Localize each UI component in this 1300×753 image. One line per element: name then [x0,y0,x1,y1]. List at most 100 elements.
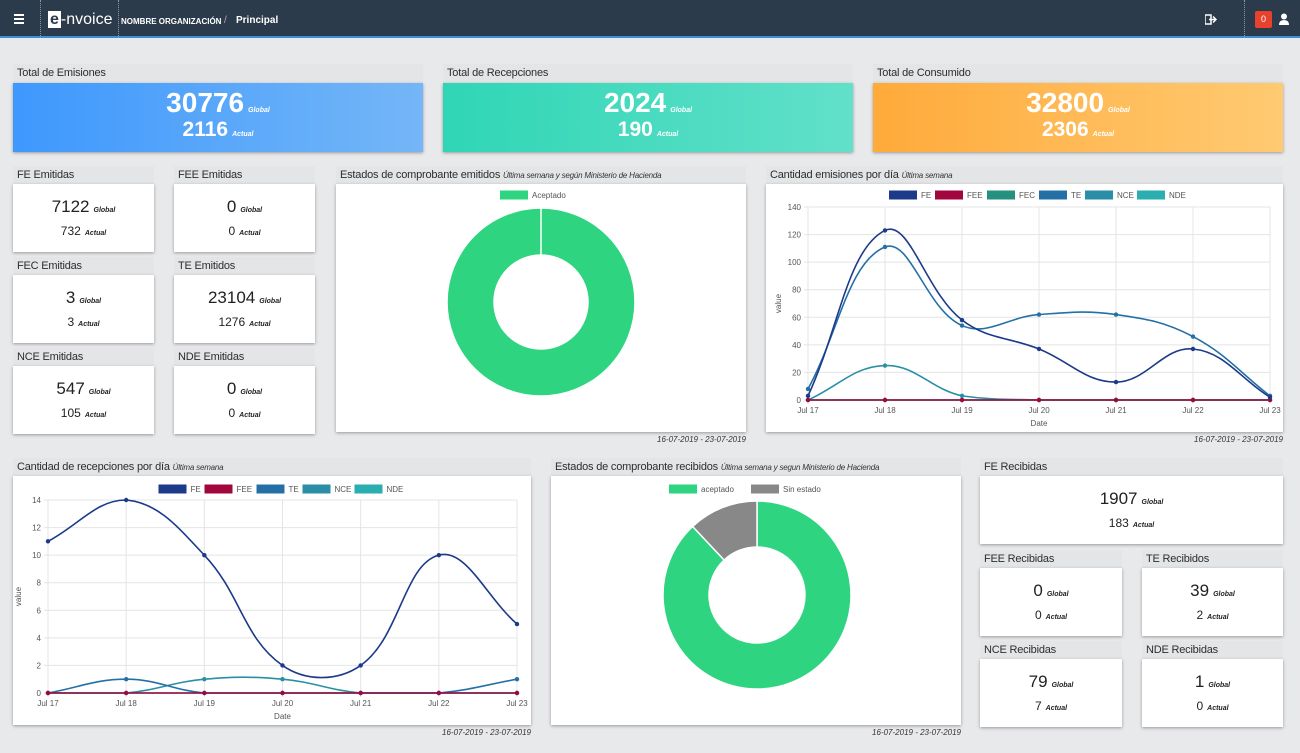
global-value: 2024 [603,87,667,118]
data-point [280,690,285,696]
actual-label: Actual [84,412,107,419]
actual-label: Actual [249,321,271,328]
chart-panel: 0 2 4 6 8 10 12 14 Jul 17 Jul 18 Jul 19 Jul 20 Jul 2… [13,476,531,725]
stat-card: 7122 Global 732 Actual [13,184,154,252]
global-label: Global [93,207,116,214]
series-line [807,228,1271,398]
global-line: 39 Global [1142,581,1283,601]
user-button[interactable] [1279,13,1289,25]
data-point [358,663,363,668]
global-line: 7122 Global [13,197,154,217]
x-tick-label: Jul 21 [350,699,372,708]
actual-label: Actual [239,412,261,419]
legend-label: NDE [387,485,404,494]
legend-swatch [256,484,285,494]
data-point [1267,395,1273,400]
stat-card: 3 Global 3 Actual [13,275,154,343]
actual-label: Actual [1207,614,1229,621]
global-label: Global [670,107,693,114]
total-card: 32800 Global 2306 Actual [873,83,1283,152]
actual-value: 2116 [182,118,229,141]
actual-value: 105 [60,406,81,420]
x-tick-label: Jul 18 [874,406,896,415]
total-title: Total de Recepciones [443,64,853,83]
data-point [1190,346,1196,352]
data-point [123,497,129,503]
y-tick-label: 10 [32,551,41,560]
breadcrumb-separator: / [224,15,227,26]
legend-swatch [669,484,697,494]
y-tick-label: 4 [37,634,42,643]
pie-slice [662,500,852,690]
actual-value: 183 [1108,516,1129,530]
legend-label: FEE [967,191,983,200]
global-value: 23104 [207,288,256,307]
global-line: 0 Global [174,197,315,217]
x-tick-label: Jul 20 [1028,406,1050,415]
global-line: 0 Global [980,581,1122,601]
card-title: TE Emitidos [174,257,315,275]
data-point [202,690,207,696]
data-point [959,323,965,328]
notification-badge[interactable]: 0 [1255,11,1272,28]
legend-label: Aceptado [532,191,566,200]
global-line: 3 Global [13,288,154,308]
global-value: 32800 [1026,87,1105,118]
actual-label: Actual [239,230,261,237]
data-point [202,677,207,682]
data-point [358,690,363,696]
global-value: 3 [65,288,76,307]
actual-value: 0 [228,224,236,238]
data-point [45,690,51,696]
data-point [514,621,520,627]
stat-card: 1907 Global 183 Actual [980,476,1283,544]
data-point [1113,312,1119,317]
global-label: Global [1141,499,1164,506]
legend-label: NDE [1169,191,1186,200]
actual-label: Actual [1045,705,1068,712]
logo[interactable]: e -nvoice [48,11,112,29]
y-tick-label: 8 [37,579,42,588]
actual-line: 183 Actual [980,514,1283,532]
x-tick-label: Jul 20 [272,699,294,708]
legend-label: Sin estado [783,485,821,494]
actual-line: 3 Actual [13,313,154,331]
global-label: Global [1046,591,1069,598]
x-axis-label: Date [1031,419,1048,428]
date-range: 16-07-2019 - 23-07-2019 [442,728,531,737]
data-point [514,690,520,696]
menu-button[interactable] [14,14,26,24]
chart-title: Estados de comprobante emitidos [340,169,501,181]
legend-swatch [987,190,1015,200]
global-value: 1 [1194,672,1205,691]
data-point [882,244,888,250]
legend-label: FEC [1019,191,1035,200]
chart-title: Estados de comprobante recibidos [555,461,718,473]
global-label: Global [1213,591,1235,598]
data-point [1190,334,1196,339]
y-tick-label: 2 [37,661,42,670]
global-line: 2024 Global [443,87,853,119]
stat-card: 547 Global 105 Actual [13,366,154,434]
actual-value: 732 [60,224,81,238]
actual-value: 2306 [1041,118,1089,141]
data-point [1113,397,1119,403]
stat-card: 0 Global 0 Actual [174,184,315,252]
legend-label: FE [191,485,201,494]
top-bar: e -nvoice NOMBRE ORGANIZACIÓN / Principal… [0,0,1300,38]
stat-card: 1 Global 0 Actual [1142,659,1283,727]
global-line: 23104 Global [174,288,315,308]
legend-label: TE [289,485,299,494]
x-tick-label: Jul 23 [1259,406,1281,415]
stat-card: 0 Global 0 Actual [980,568,1122,636]
x-axis-label: Date [274,712,291,721]
y-tick-label: 6 [37,606,42,615]
x-tick-label: Jul 21 [1105,406,1127,415]
global-line: 32800 Global [873,87,1283,119]
actual-label: Actual [656,131,679,138]
x-tick-label: Jul 17 [797,406,819,415]
logout-button[interactable] [1205,14,1217,25]
legend-swatch [354,484,383,494]
y-tick-label: 40 [792,341,801,350]
separator [118,0,119,38]
